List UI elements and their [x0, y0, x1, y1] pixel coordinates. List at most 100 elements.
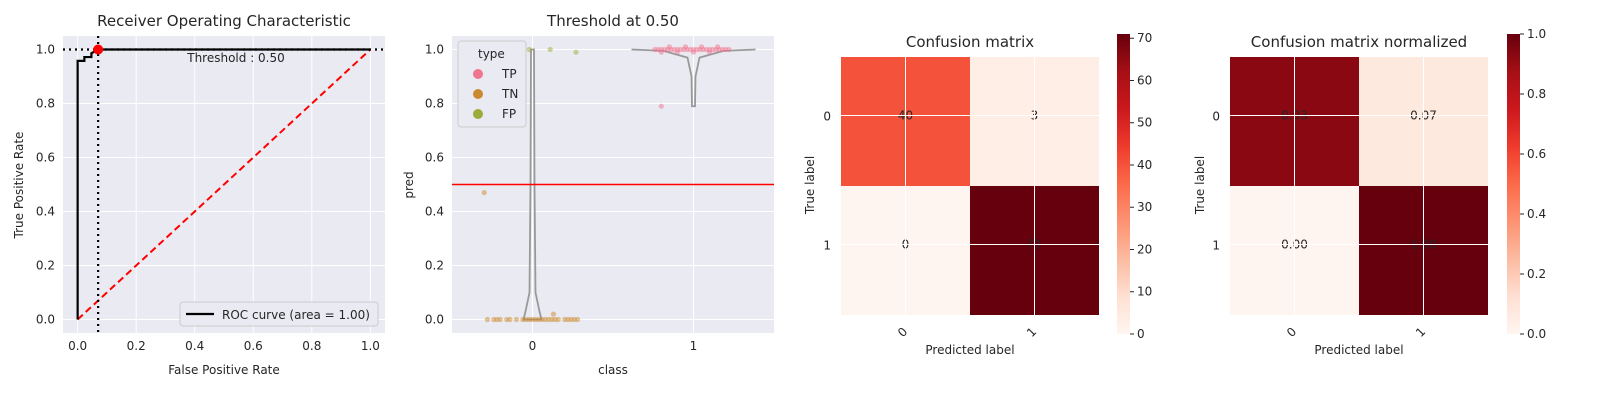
confusion-panel: 4030710101 Confusion matrix Predicted la… [803, 31, 1152, 357]
colorbar-tick-label: 30 [1137, 200, 1152, 214]
threshold-title: Threshold at 0.50 [546, 12, 679, 30]
matrix-x-tick-label: 1 [1413, 325, 1428, 340]
roc-x-tick-label: 0.4 [185, 339, 204, 353]
point-tp [682, 44, 689, 50]
colorbar-tick-label: 0.6 [1527, 147, 1546, 161]
confusion-normalized-ylabel: True label [1193, 156, 1207, 215]
point-tp [674, 49, 681, 55]
confusion-normalized-colorbar-ticks: 0.0 0.2 0.4 0.6 0.8 1.0 [1520, 27, 1546, 341]
point-tp [666, 44, 672, 50]
roc-threshold-annotation: Threshold : 0.50 [186, 51, 285, 65]
point-fp [526, 46, 532, 53]
matrix-y-tick-label: 1 [1212, 239, 1220, 253]
threshold-x-tick-label: 1 [690, 339, 698, 353]
colorbar-tick-label: 0.2 [1527, 267, 1546, 281]
roc-x-tick-label: 0.6 [244, 339, 263, 353]
roc-y-tick-label: 0.2 [36, 259, 55, 273]
threshold-y-tick-label: 1.0 [425, 43, 444, 57]
matrix-y-tick-label: 0 [823, 110, 831, 124]
threshold-y-tick-label: 0.2 [425, 259, 444, 273]
threshold-ylabel: pred [402, 171, 416, 198]
roc-panel: 0.0 0.2 0.4 0.6 0.8 1.0 0.0 0.2 0.4 0.6 0.8 1.0 Rec… [12, 12, 385, 377]
point-tp [726, 46, 732, 53]
point-tn [574, 316, 581, 323]
threshold-legend: type TP TN FP [457, 40, 527, 128]
colorbar-tick-label: 0 [1137, 327, 1145, 341]
point-tp [658, 103, 664, 109]
confusion-matrix: 4030710101 [823, 57, 1099, 340]
violin-class-1 [631, 48, 756, 108]
matrix-x-tick-label: 0 [895, 325, 910, 340]
threshold-legend-box [457, 40, 527, 128]
matrix-y-tick-label: 1 [823, 239, 831, 253]
colorbar-tick-label: 10 [1137, 285, 1152, 299]
roc-x-tick-label: 0.0 [68, 339, 87, 353]
confusion-normalized-xlabel: Predicted label [1314, 343, 1403, 357]
threshold-y-tick-label: 0.8 [425, 97, 444, 111]
legend-tp-label: TP [501, 67, 517, 81]
confusion-xlabel: Predicted label [925, 343, 1014, 357]
roc-grid: 0.0 0.2 0.4 0.6 0.8 1.0 0.0 0.2 0.4 0.6 0.8 1.0 [36, 36, 385, 353]
threshold-y-tick-label: 0.6 [425, 151, 444, 165]
roc-x-tick-label: 1.0 [361, 339, 380, 353]
matrix-x-tick-label: 0 [1284, 325, 1299, 340]
point-tn [481, 190, 487, 196]
confusion-matrix-normalized: 0.930.070.001.000101 [1212, 57, 1488, 340]
threshold-xlabel: class [598, 363, 628, 377]
point-tp [698, 44, 705, 50]
confusion-colorbar-ticks: 0 10 20 30 40 50 60 70 [1130, 31, 1152, 341]
point-fp [573, 49, 579, 55]
roc-marks [63, 36, 385, 333]
colorbar-tick-label: 1.0 [1527, 27, 1546, 41]
threshold-panel: 0 1 0.0 0.2 0.4 0.6 0.8 1.0 Threshold at 0.50 c… [402, 12, 774, 377]
colorbar-tick-label: 40 [1137, 158, 1152, 172]
roc-xlabel: False Positive Rate [168, 363, 280, 377]
legend-tn-marker [473, 89, 483, 99]
roc-ylabel: True Positive Rate [12, 132, 26, 240]
point-tp [707, 49, 713, 55]
point-tn [497, 316, 503, 323]
colorbar-tick-label: 0.0 [1527, 327, 1546, 341]
roc-legend-box [179, 301, 379, 327]
threshold-marks [452, 44, 774, 323]
roc-operating-point [93, 44, 104, 55]
point-tp [715, 44, 721, 50]
colorbar-tick-label: 70 [1137, 31, 1152, 45]
legend-tn-label: TN [501, 87, 518, 101]
point-fp [547, 46, 553, 53]
roc-x-tick-label: 0.8 [302, 339, 321, 353]
threshold-y-tick-label: 0.4 [425, 205, 444, 219]
threshold-legend-title: type [478, 47, 505, 61]
roc-diagonal [76, 48, 372, 321]
roc-y-tick-label: 0.8 [36, 97, 55, 111]
point-tn [555, 316, 561, 323]
point-tn [507, 316, 513, 323]
confusion-normalized-colorbar [1507, 34, 1520, 334]
colorbar-tick-label: 20 [1137, 242, 1152, 256]
roc-y-tick-label: 0.0 [36, 313, 55, 327]
roc-y-tick-label: 0.6 [36, 151, 55, 165]
threshold-x-tick-label: 0 [529, 339, 537, 353]
colorbar-tick-label: 0.8 [1527, 87, 1546, 101]
legend-tp-marker [473, 69, 483, 79]
confusion-normalized-title: Confusion matrix normalized [1251, 33, 1467, 51]
point-tp [690, 49, 697, 55]
point-tn [550, 311, 557, 317]
point-tn [513, 316, 520, 323]
roc-legend-label: ROC curve (area = 1.00) [222, 308, 370, 322]
legend-fp-label: FP [502, 107, 516, 121]
confusion-normalized-panel: 0.930.070.001.000101 Confusion matrix no… [1193, 27, 1546, 357]
confusion-colorbar [1117, 34, 1130, 334]
matrix-x-tick-label: 1 [1024, 325, 1039, 340]
roc-legend: ROC curve (area = 1.00) [179, 301, 379, 327]
colorbar-tick-label: 60 [1137, 73, 1152, 87]
roc-y-tick-label: 1.0 [36, 43, 55, 57]
matrix-y-tick-label: 0 [1212, 110, 1220, 124]
roc-title: Receiver Operating Characteristic [97, 12, 351, 30]
colorbar-tick-label: 0.4 [1527, 207, 1546, 221]
confusion-title: Confusion matrix [906, 33, 1034, 51]
roc-y-tick-label: 0.4 [36, 205, 55, 219]
point-tp [658, 49, 664, 55]
roc-x-tick-label: 0.2 [127, 339, 146, 353]
